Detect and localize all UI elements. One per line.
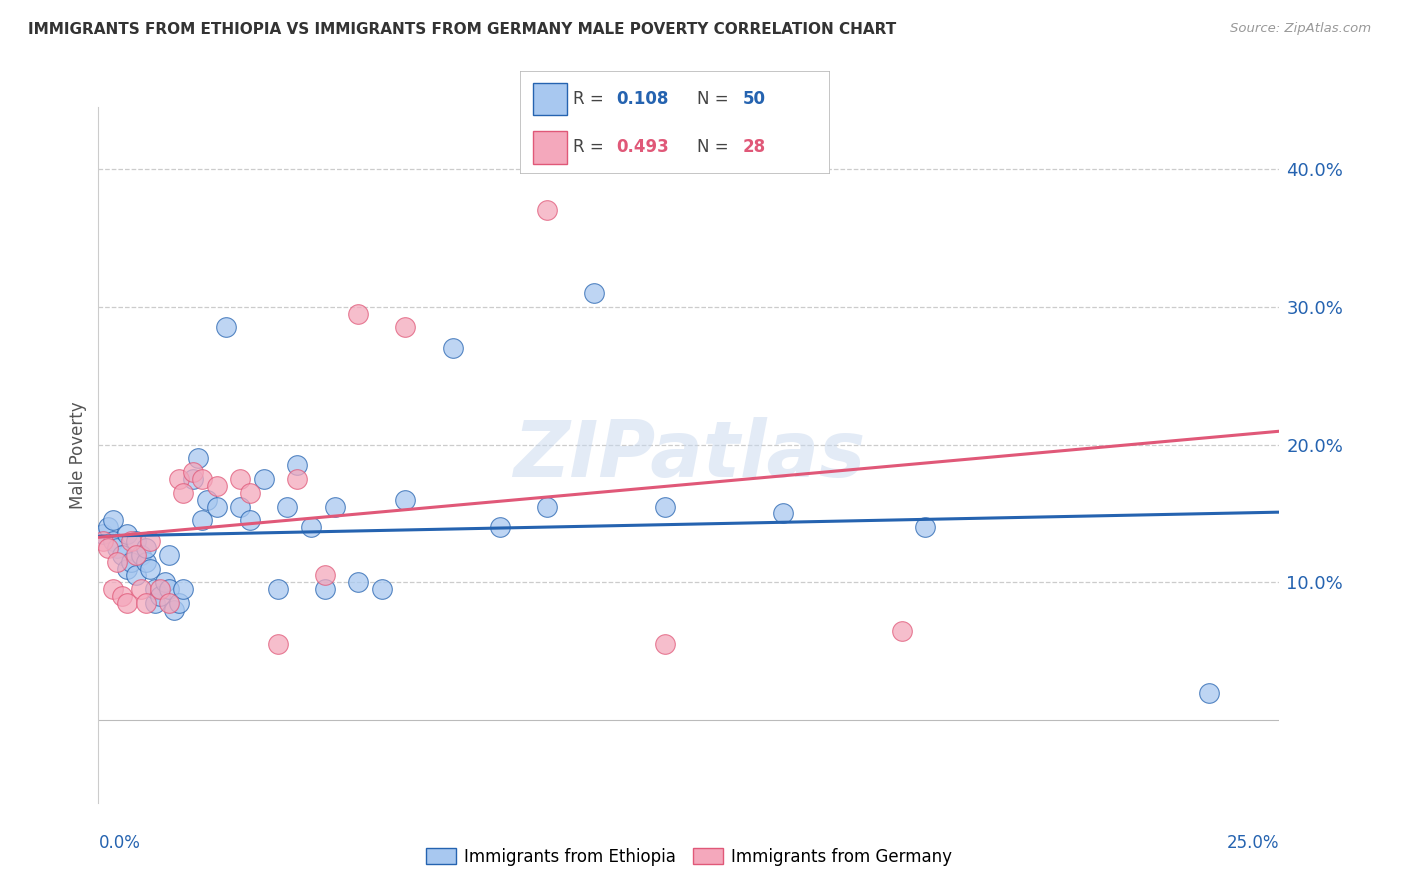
Y-axis label: Male Poverty: Male Poverty	[69, 401, 87, 508]
Point	[253, 472, 276, 486]
Point	[394, 492, 416, 507]
Point	[890, 624, 912, 638]
FancyBboxPatch shape	[520, 71, 830, 174]
Point	[91, 527, 114, 541]
Point	[371, 582, 394, 597]
Point	[157, 582, 180, 597]
Point	[267, 637, 290, 651]
Point	[129, 582, 152, 597]
Point	[191, 513, 214, 527]
Text: 28: 28	[742, 138, 766, 156]
Point	[654, 637, 676, 651]
Point	[323, 500, 346, 514]
Point	[276, 500, 298, 514]
Point	[111, 548, 134, 562]
Point	[229, 500, 252, 514]
Point	[583, 286, 606, 301]
Text: Source: ZipAtlas.com: Source: ZipAtlas.com	[1230, 22, 1371, 36]
Point	[205, 479, 228, 493]
Point	[772, 507, 794, 521]
Point	[115, 527, 138, 541]
Point	[347, 575, 370, 590]
Point	[181, 465, 204, 479]
Point	[157, 596, 180, 610]
FancyBboxPatch shape	[533, 83, 567, 115]
Point	[125, 534, 148, 549]
Text: 0.493: 0.493	[616, 138, 669, 156]
Point	[195, 492, 218, 507]
Point	[125, 568, 148, 582]
Point	[536, 500, 558, 514]
Point	[181, 472, 204, 486]
Point	[115, 561, 138, 575]
Point	[105, 555, 128, 569]
Point	[157, 548, 180, 562]
Point	[111, 589, 134, 603]
Text: 25.0%: 25.0%	[1227, 834, 1279, 852]
Point	[101, 513, 124, 527]
Point	[187, 451, 209, 466]
Point	[267, 582, 290, 597]
Point	[299, 520, 322, 534]
Point	[394, 320, 416, 334]
Point	[914, 520, 936, 534]
Point	[314, 582, 336, 597]
Point	[215, 320, 238, 334]
Point	[135, 541, 157, 555]
Text: ZIPatlas: ZIPatlas	[513, 417, 865, 493]
Point	[229, 472, 252, 486]
FancyBboxPatch shape	[533, 131, 567, 163]
Point	[101, 582, 124, 597]
Point	[97, 520, 120, 534]
Point	[167, 472, 190, 486]
Point	[153, 575, 176, 590]
Point	[105, 541, 128, 555]
Point	[489, 520, 512, 534]
Text: 0.108: 0.108	[616, 90, 668, 108]
Point	[143, 582, 166, 597]
Point	[121, 534, 143, 549]
Point	[149, 582, 172, 597]
Legend: Immigrants from Ethiopia, Immigrants from Germany: Immigrants from Ethiopia, Immigrants fro…	[418, 839, 960, 874]
Text: 0.0%: 0.0%	[98, 834, 141, 852]
Point	[347, 307, 370, 321]
Point	[314, 568, 336, 582]
Point	[285, 458, 308, 473]
Point	[172, 485, 194, 500]
Point	[125, 548, 148, 562]
Point	[149, 589, 172, 603]
Point	[536, 203, 558, 218]
Point	[121, 555, 143, 569]
Point	[115, 596, 138, 610]
Point	[135, 555, 157, 569]
Point	[239, 513, 262, 527]
Text: 50: 50	[742, 90, 766, 108]
Point	[139, 561, 162, 575]
Point	[101, 534, 124, 549]
Text: N =: N =	[696, 138, 734, 156]
Point	[172, 582, 194, 597]
Text: IMMIGRANTS FROM ETHIOPIA VS IMMIGRANTS FROM GERMANY MALE POVERTY CORRELATION CHA: IMMIGRANTS FROM ETHIOPIA VS IMMIGRANTS F…	[28, 22, 897, 37]
Point	[97, 541, 120, 555]
Point	[285, 472, 308, 486]
Point	[135, 596, 157, 610]
Point	[239, 485, 262, 500]
Point	[163, 603, 186, 617]
Point	[205, 500, 228, 514]
Point	[167, 596, 190, 610]
Point	[191, 472, 214, 486]
Text: N =: N =	[696, 90, 734, 108]
Point	[441, 341, 464, 355]
Point	[139, 534, 162, 549]
Point	[1198, 685, 1220, 699]
Text: R =: R =	[572, 90, 609, 108]
Point	[654, 500, 676, 514]
Point	[91, 534, 114, 549]
Text: R =: R =	[572, 138, 609, 156]
Point	[143, 596, 166, 610]
Point	[129, 548, 152, 562]
